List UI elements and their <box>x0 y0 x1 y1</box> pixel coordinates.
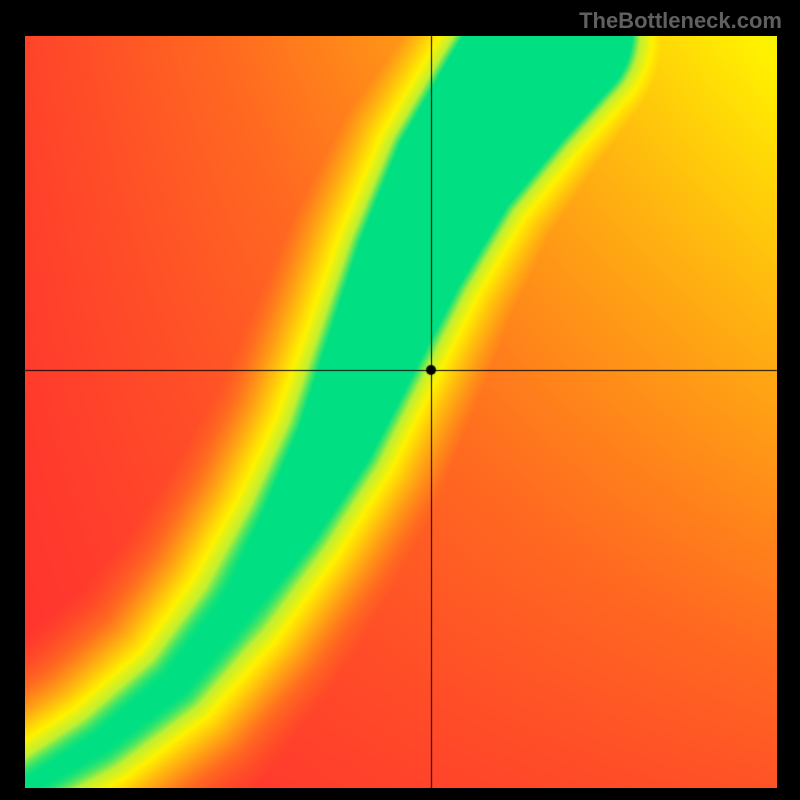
watermark-text: TheBottleneck.com <box>579 8 782 34</box>
chart-container: TheBottleneck.com <box>0 0 800 800</box>
crosshair-overlay <box>0 0 800 800</box>
